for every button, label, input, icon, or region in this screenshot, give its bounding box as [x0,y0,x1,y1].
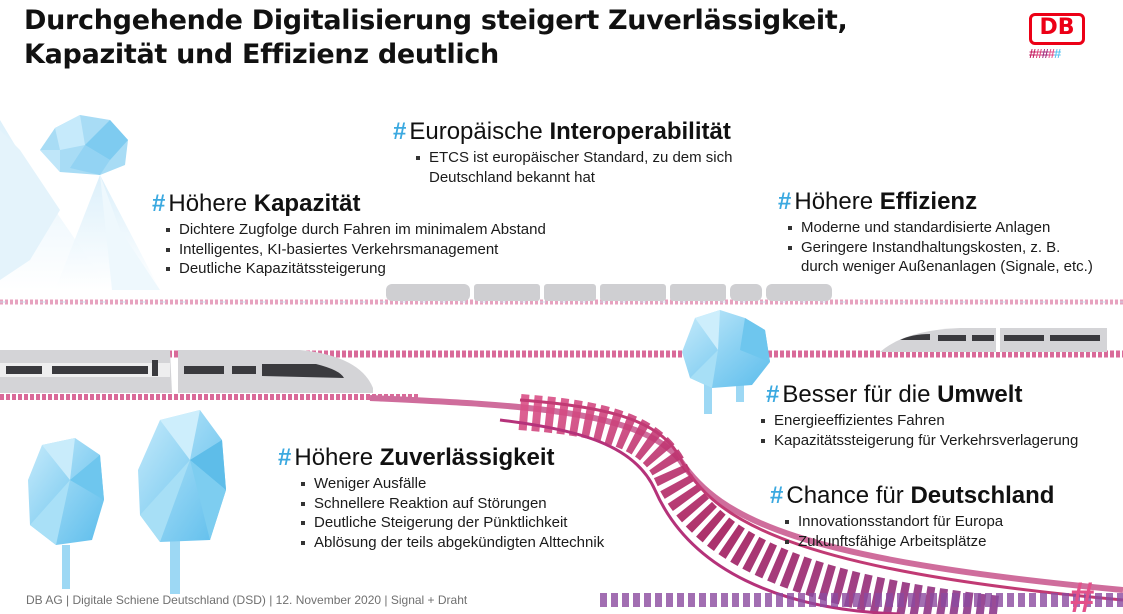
ice-train-right [880,328,1107,352]
db-logo-text: DB [1039,15,1075,40]
logo-hash-1: # [1029,46,1036,61]
footer-text: DB AG | Digitale Schiene Deutschland (DS… [26,593,468,607]
list-deutschland: Innovationsstandort für Europa Zukunftsf… [782,512,1054,551]
list-effizienz: Moderne und standardisierte Anlagen Geri… [785,218,1093,277]
svg-text:#: # [1070,573,1094,614]
title-line-2: Kapazität und Effizienz deutlich [24,39,499,70]
list-item: Dichtere Zugfolge durch Fahren im minima… [163,220,546,240]
db-logo-frame [1029,13,1085,45]
heading-keyword: Interoperabilität [549,118,731,145]
block-kapazitaet: # Höhere Kapazität Dichtere Zugfolge durc… [152,190,546,279]
ice-train-left [0,350,373,393]
block-effizienz: # Höhere Effizienz Moderne und standardis… [778,188,1093,277]
logo-hash-2: # [1035,46,1042,61]
list-item: Zukunftsfähige Arbeitsplätze [782,532,1054,552]
list-item-continuation: durch weniger Außenanlagen (Signale, etc… [801,258,1093,275]
logo-hash-4: # [1047,46,1055,61]
db-logo: DB ##### [1029,13,1091,61]
list-umwelt: Energieeffizientes Fahren Kapazitätsstei… [758,411,1078,450]
heading-deutschland: # Chance für Deutschland [770,482,1054,510]
heading-keyword: Deutschland [910,482,1055,509]
mountain-group [0,120,160,290]
heading-keyword: Kapazität [253,190,361,217]
heading-prefix: Höhere [168,190,254,217]
heading-prefix: Höhere [294,444,380,471]
tree-right [682,310,770,414]
heading-effizienz: # Höhere Effizienz [778,188,1093,216]
heading-keyword: Umwelt [937,381,1023,408]
db-logo-hash-row: ##### [1029,46,1061,61]
heading-interoperabilitaet: # Europäische Interoperabilität [393,118,732,146]
hash-icon: # [152,190,166,217]
hash-icon: # [778,188,792,215]
block-zuverlaessigkeit: # Höhere Zuverlässigkeit Weniger Ausfälle… [278,444,604,552]
list-item: Weniger Ausfälle [298,474,604,494]
logo-hash-3: # [1041,46,1048,61]
heading-prefix: Chance für [786,482,911,509]
list-interoperabilitaet: ETCS ist europäischer Standard, zu dem s… [413,148,732,187]
heading-kapazitaet: # Höhere Kapazität [152,190,546,218]
heading-zuverlaessigkeit: # Höhere Zuverlässigkeit [278,444,604,472]
list-zuverlaessigkeit: Weniger Ausfälle Schnellere Reaktion auf… [298,474,604,552]
list-item: Intelligentes, KI-basiertes Verkehrsmana… [163,240,546,260]
list-item: Ablösung der teils abgekündigten Alttech… [298,533,604,553]
list-item: Geringere Instandhaltungskosten, z. B. [785,238,1093,258]
hash-icon: # [393,118,407,145]
list-item: Schnellere Reaktion auf Störungen [298,494,604,514]
list-item: Deutliche Kapazitätssteigerung [163,259,546,279]
hash-icon: # [770,482,784,509]
block-deutschland: # Chance für Deutschland Innovationsstand… [770,482,1054,551]
list-kapazitaet: Dichtere Zugfolge durch Fahren im minima… [163,220,546,279]
list-item: Deutliche Steigerung der Pünktlichkeit [298,513,604,533]
slide-title: Durchgehende Digitalisierung steigert Zu… [24,4,848,72]
heading-umwelt: # Besser für die Umwelt [766,381,1078,409]
tree-left-small [28,438,104,589]
title-line-1: Durchgehende Digitalisierung steigert Zu… [24,5,848,36]
heading-keyword: Effizienz [879,188,978,215]
far-train [386,284,832,301]
list-item: Energieeffizientes Fahren [758,411,1078,431]
hash-icon: # [766,381,780,408]
block-umwelt: # Besser für die Umwelt Energieeffiziente… [761,381,1078,450]
list-item-continuation: Deutschland bekannt hat [429,168,595,186]
logo-hash-5: # [1053,46,1061,61]
cloud-icon [40,115,128,175]
tree-left-large [138,410,226,594]
hash-icon: # [278,444,292,471]
heading-keyword: Zuverlässigkeit [379,444,555,471]
list-item: Moderne und standardisierte Anlagen [785,218,1093,238]
heading-prefix: Höhere [794,188,880,215]
list-item: ETCS ist europäischer Standard, zu dem s… [413,148,732,168]
list-item: Innovationsstandort für Europa [782,512,1054,532]
block-interoperabilitaet: # Europäische Interoperabilität ETCS ist … [393,118,732,187]
curved-track: # [369,394,1123,614]
heading-prefix: Europäische [409,118,550,145]
list-item: Kapazitätssteigerung für Verkehrsverlage… [758,431,1078,451]
heading-prefix: Besser für die [782,381,938,408]
